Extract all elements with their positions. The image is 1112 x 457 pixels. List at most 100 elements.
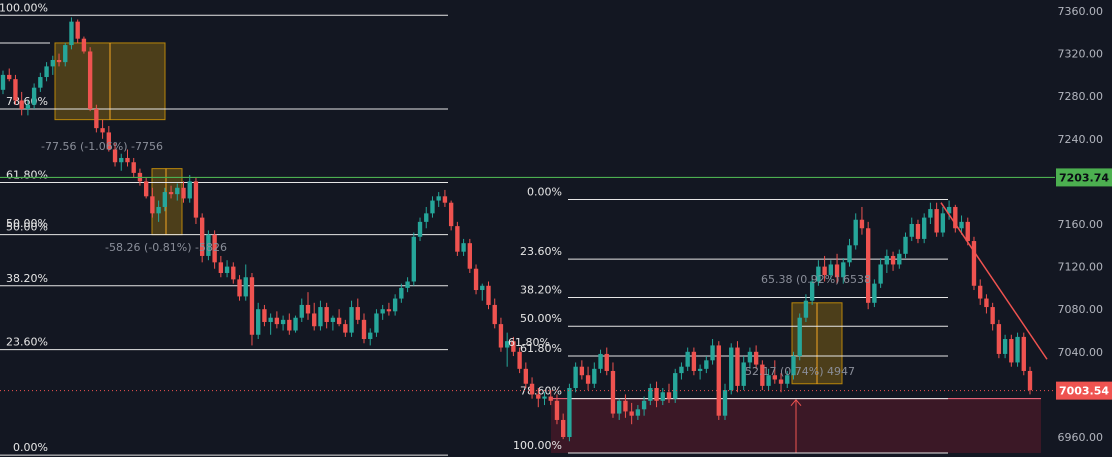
resistance-price-badge <box>1056 168 1112 187</box>
candle <box>753 351 759 365</box>
candle <box>803 300 809 318</box>
candle <box>984 298 989 308</box>
candle <box>604 353 609 371</box>
candle <box>766 375 771 386</box>
candle <box>996 324 1002 354</box>
candle <box>318 307 323 327</box>
candle <box>542 396 547 399</box>
fib-left-label-5: 23.60% <box>6 336 48 349</box>
candle <box>673 373 678 399</box>
candle <box>679 366 684 374</box>
candle <box>0 74 6 90</box>
candle <box>915 224 921 239</box>
price-tick-label: 7160.00 <box>1058 218 1104 231</box>
candle <box>953 206 958 229</box>
candle <box>312 313 317 327</box>
price-tick-label: 7280.00 <box>1058 90 1104 103</box>
candle <box>834 264 840 278</box>
candle <box>69 21 74 46</box>
candle <box>841 262 846 278</box>
candle <box>847 245 852 263</box>
candle <box>436 196 441 201</box>
fib-right-label-1: 23.60% <box>520 245 562 258</box>
candle <box>75 21 80 39</box>
candle <box>405 281 410 288</box>
price-tick-label: 7320.00 <box>1058 48 1104 61</box>
candle <box>579 366 585 376</box>
price-axis[interactable]: 7360.007320.007280.007240.007200.007160.… <box>1055 0 1112 457</box>
candle <box>785 375 790 384</box>
candle <box>573 366 578 389</box>
candle <box>666 392 672 399</box>
candle <box>237 279 242 297</box>
candle <box>685 351 690 367</box>
candle <box>1021 336 1026 371</box>
candle <box>859 219 865 229</box>
candle <box>940 213 946 233</box>
candle <box>31 87 37 105</box>
candle <box>760 364 765 386</box>
price-tick-label: 7120.00 <box>1058 261 1104 274</box>
candle <box>567 388 572 437</box>
candle <box>330 317 336 322</box>
fib-right-label-3: 50.00% <box>520 312 562 325</box>
candle <box>249 277 255 335</box>
candle <box>199 217 205 256</box>
candle <box>729 347 734 391</box>
candle <box>903 236 908 254</box>
candle <box>654 388 659 401</box>
candle <box>206 234 211 256</box>
candle <box>648 388 653 401</box>
current-price-text: 7003.54 <box>1059 385 1109 398</box>
candle <box>629 411 634 416</box>
candle <box>778 379 784 384</box>
candle <box>1015 336 1020 363</box>
candle <box>529 383 535 395</box>
candle <box>305 304 311 314</box>
fib-left-label-2: 61.80% <box>6 168 48 181</box>
candle <box>865 228 871 303</box>
candle <box>492 304 497 325</box>
candle <box>94 108 99 129</box>
candle <box>473 268 479 291</box>
price-tick-label: 7040.00 <box>1058 346 1104 359</box>
candle <box>361 319 367 340</box>
price-axis-background <box>1055 0 1112 457</box>
fib-left-label-6: 0.00% <box>13 441 48 454</box>
candle <box>897 253 902 265</box>
candle <box>890 255 896 265</box>
candle <box>150 196 155 214</box>
candle <box>243 277 248 297</box>
candle <box>598 353 603 369</box>
candle <box>922 217 927 239</box>
candle <box>125 157 130 163</box>
candle <box>722 390 728 416</box>
candle <box>50 59 55 67</box>
fib-right-label-5: 78.60% <box>520 385 562 398</box>
candle <box>119 157 124 163</box>
price-tick-label: 7240.00 <box>1058 133 1104 146</box>
candle <box>380 309 385 314</box>
candle <box>343 324 348 333</box>
candle <box>374 313 379 333</box>
price-tick-label: 7080.00 <box>1058 303 1104 316</box>
candle <box>1002 339 1008 354</box>
price-tick-label: 6960.00 <box>1058 431 1104 444</box>
candle <box>641 400 647 410</box>
candle <box>100 128 105 133</box>
candle <box>287 319 292 331</box>
candle <box>498 324 504 348</box>
candle <box>368 332 373 340</box>
candle <box>274 317 280 325</box>
candle <box>816 266 821 282</box>
candle <box>44 66 49 78</box>
candle <box>56 59 62 63</box>
candle <box>747 351 753 363</box>
candle <box>448 202 454 227</box>
candle <box>635 409 641 416</box>
candle <box>511 341 516 352</box>
candle <box>262 309 267 322</box>
candle <box>617 400 622 414</box>
fib-left-label-0: 100.00% <box>0 1 48 14</box>
